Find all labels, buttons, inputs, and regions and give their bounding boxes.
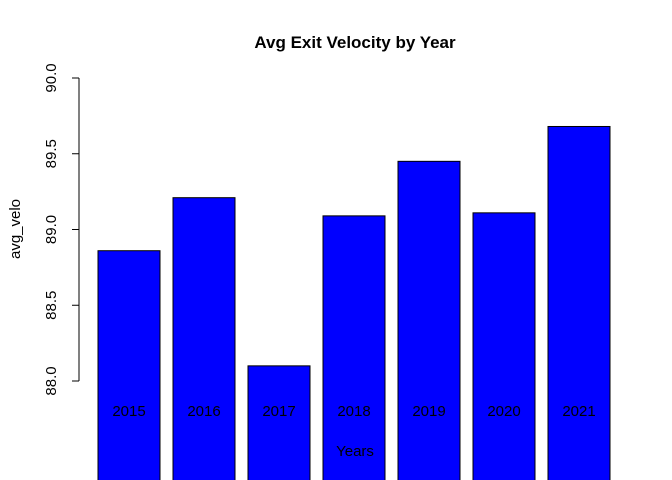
category-label-2019: 2019: [412, 403, 445, 420]
bar-2017: [247, 365, 311, 480]
y-tick-label: 88.0: [43, 366, 60, 395]
category-label-2015: 2015: [112, 403, 145, 420]
y-axis-ticks: 88.0 88.5 89.0 89.5 90.0: [43, 63, 79, 396]
category-label-2021: 2021: [562, 403, 595, 420]
bar-2015: [97, 250, 161, 480]
category-labels: 2015 2016 2017 2018 2019 2020 2021: [112, 403, 595, 420]
y-axis-label: avg_velo: [7, 199, 24, 259]
y-tick-label: 89.0: [43, 215, 60, 244]
category-label-2016: 2016: [187, 403, 220, 420]
category-label-2017: 2017: [262, 403, 295, 420]
y-tick-label: 88.5: [43, 291, 60, 320]
bar-2019: [397, 160, 461, 480]
y-tick-label: 89.5: [43, 139, 60, 168]
bar-2021: [547, 125, 611, 480]
x-axis-label: Years: [336, 443, 374, 460]
bar-2018: [322, 215, 386, 480]
category-label-2018: 2018: [337, 403, 370, 420]
bar-2020: [472, 212, 536, 480]
bars-group: [97, 125, 611, 480]
chart-title: Avg Exit Velocity by Year: [254, 33, 456, 52]
category-label-2020: 2020: [487, 403, 520, 420]
bar-2016: [172, 197, 236, 480]
y-tick-label: 90.0: [43, 63, 60, 92]
